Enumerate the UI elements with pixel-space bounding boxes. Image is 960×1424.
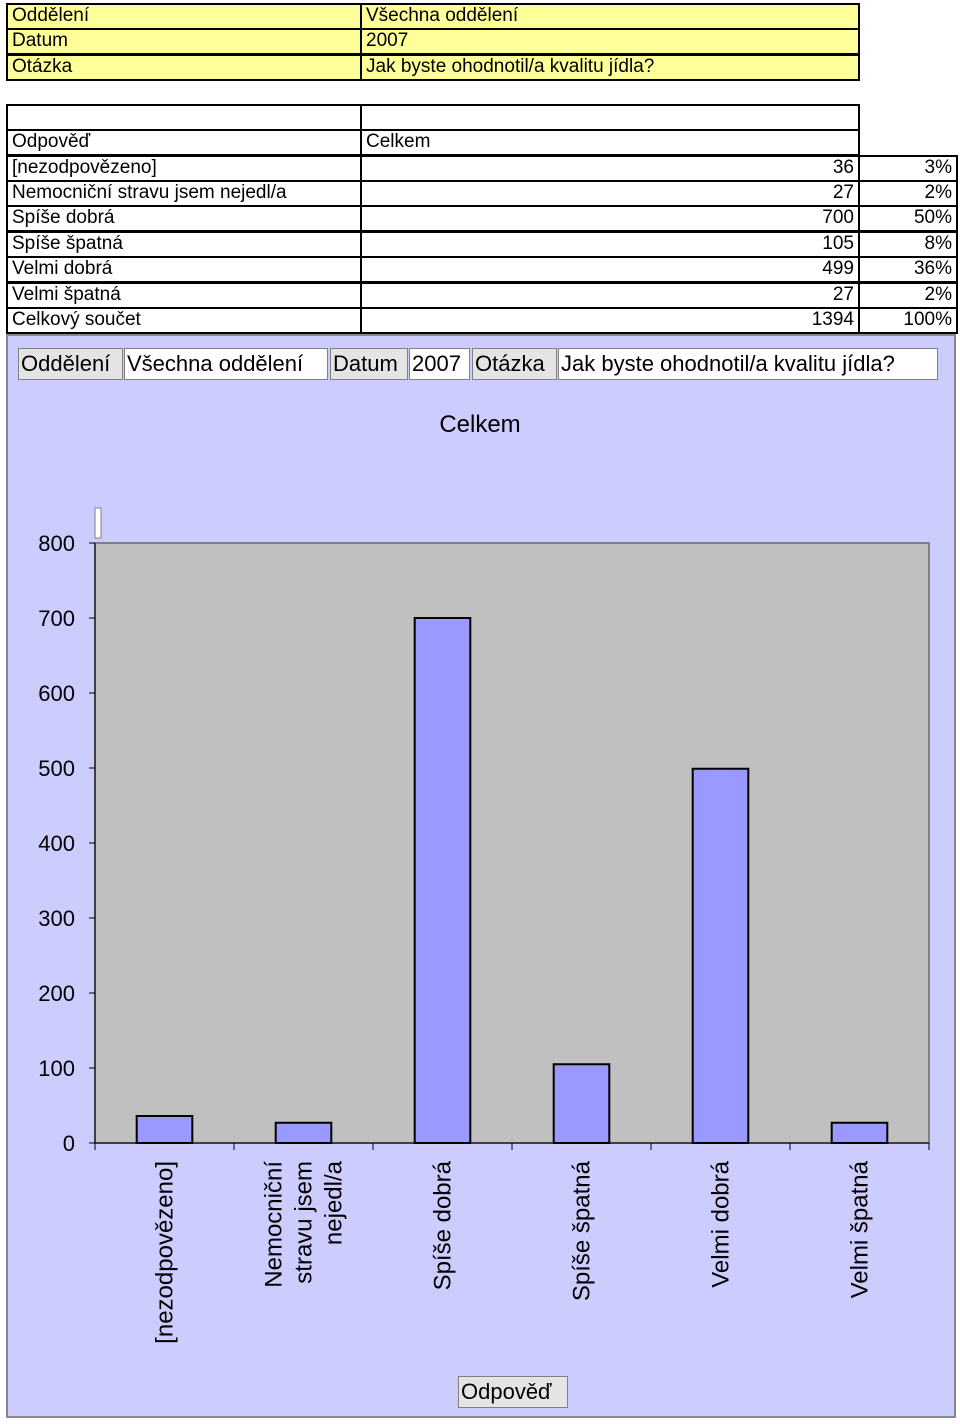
date-label: Datum xyxy=(6,28,362,55)
row-label: [nezodpovězeno] xyxy=(6,155,362,182)
filter-date-value[interactable]: 2007 xyxy=(409,348,470,380)
row-pct: 2% xyxy=(858,180,958,207)
row-pct: 2% xyxy=(858,282,958,309)
table-blank-header xyxy=(6,104,362,131)
row-pct: 36% xyxy=(858,256,958,283)
dept-label: Oddělení xyxy=(6,3,362,30)
x-axis-field-button[interactable]: Odpověď xyxy=(458,1376,568,1408)
row-label: Velmi dobrá xyxy=(6,256,362,283)
filter-question-button[interactable]: Otázka xyxy=(472,348,557,380)
row-pct: 8% xyxy=(858,231,958,258)
date-value: 2007 xyxy=(360,28,860,55)
filter-dept-button[interactable]: Oddělení xyxy=(18,348,123,380)
row-count: 36 xyxy=(360,155,860,182)
row-label: Spíše špatná xyxy=(6,231,362,258)
row-label: Nemocniční stravu jsem nejedl/a xyxy=(6,180,362,207)
row-label: Velmi špatná xyxy=(6,282,362,309)
row-count: 499 xyxy=(360,256,860,283)
filter-date-button[interactable]: Datum xyxy=(330,348,408,380)
row-count: 105 xyxy=(360,231,860,258)
row-pct: 50% xyxy=(858,205,958,232)
total-pct: 100% xyxy=(858,307,958,334)
question-value: Jak byste ohodnotil/a kvalitu jídla? xyxy=(360,54,860,81)
col-header: Celkem xyxy=(360,129,860,156)
row-pct: 3% xyxy=(858,155,958,182)
row-label: Spíše dobrá xyxy=(6,205,362,232)
filter-dept-value[interactable]: Všechna oddělení xyxy=(124,348,328,380)
question-label: Otázka xyxy=(6,54,362,81)
filter-question-value[interactable]: Jak byste ohodnotil/a kvalitu jídla? xyxy=(558,348,938,380)
row-count: 27 xyxy=(360,282,860,309)
table-blank-header-2 xyxy=(360,104,860,131)
total-count: 1394 xyxy=(360,307,860,334)
dept-value: Všechna oddělení xyxy=(360,3,860,30)
total-label: Celkový součet xyxy=(6,307,362,334)
row-header: Odpověď xyxy=(6,129,362,156)
chart-area: Oddělení Všechna oddělení Datum 2007 Otá… xyxy=(6,334,956,1418)
row-count: 27 xyxy=(360,180,860,207)
row-count: 700 xyxy=(360,205,860,232)
